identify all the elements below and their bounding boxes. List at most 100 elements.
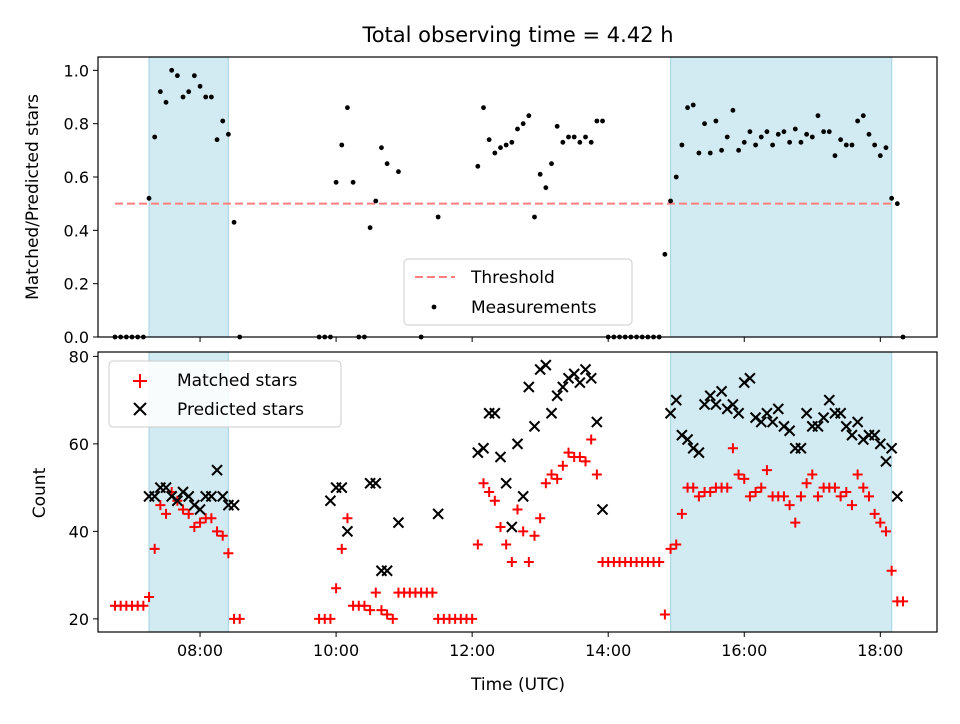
- predicted-star-point: [194, 503, 206, 516]
- predicted-star-point: [681, 433, 694, 446]
- matched-star-point: [756, 482, 767, 493]
- y-tick-label: 0.6: [64, 168, 89, 187]
- measurement-point: [877, 153, 883, 159]
- matched-star-point: [727, 443, 738, 454]
- matched-star-point: [161, 508, 172, 519]
- matched-star-point: [342, 513, 353, 524]
- measurement-point: [152, 134, 158, 140]
- measurement-point: [197, 83, 203, 89]
- matched-legend-label: Matched stars: [177, 371, 297, 391]
- matched-star-point: [659, 609, 670, 620]
- predicted-star-point: [880, 455, 892, 468]
- measurement-point: [214, 137, 220, 143]
- bottom-ylabel: Count: [30, 467, 50, 518]
- measurement-point: [537, 171, 543, 177]
- measurement-point: [225, 131, 231, 137]
- predicted-star-point: [432, 508, 444, 520]
- matched-star-point: [750, 487, 761, 497]
- y-tick-label: 20: [69, 610, 89, 629]
- matched-star-point: [880, 526, 891, 537]
- matched-star-point: [875, 517, 886, 528]
- predicted-star-point: [160, 481, 172, 494]
- predicted-star-point: [171, 495, 184, 507]
- matched-star-point: [546, 469, 557, 480]
- measurement-point: [600, 118, 605, 124]
- matched-star-point: [841, 487, 852, 497]
- predicted-star-point: [477, 442, 490, 454]
- measurement-point: [809, 134, 815, 140]
- x-tick-label: 08:00: [177, 641, 223, 660]
- measurement-point: [384, 161, 390, 167]
- bottom-legend-box: [108, 360, 342, 428]
- measurement-point: [492, 150, 498, 156]
- predicted-star-point: [211, 464, 223, 476]
- predicted-star-point: [336, 481, 348, 494]
- top-panel: 0.0 0.2 0.4 0.6 0.8 1.0 Matched/Predicted sta…: [23, 56, 938, 347]
- measurement-point: [571, 134, 577, 140]
- matched-star-point: [761, 465, 772, 476]
- measurement-point: [826, 129, 832, 135]
- measurement-point: [486, 137, 492, 143]
- matched-star-point: [654, 557, 665, 567]
- measurement-point: [373, 198, 379, 204]
- matched-star-point: [512, 504, 523, 515]
- matched-star-point: [778, 491, 789, 502]
- measurement-point: [753, 142, 758, 148]
- predicted-star-point: [698, 398, 711, 411]
- measurement-point: [764, 129, 770, 135]
- predicted-star-point: [851, 416, 864, 428]
- matched-star-point: [382, 609, 393, 620]
- top-ylabel: Matched/Predicted stars: [23, 94, 43, 300]
- measurement-point: [146, 195, 152, 201]
- matched-star-point: [234, 613, 245, 624]
- matched-star-point: [858, 482, 869, 493]
- measurement-point: [673, 174, 679, 180]
- top-legend-box: [403, 258, 633, 326]
- matched-star-point: [591, 469, 602, 480]
- x-tick-label: 12:00: [449, 641, 495, 660]
- matched-star-point: [790, 517, 801, 528]
- predicted-star-point: [693, 446, 705, 459]
- predicted-star-point: [840, 420, 853, 433]
- measurement-point: [662, 251, 668, 257]
- matched-star-point: [189, 522, 200, 532]
- x-tick-label: 18:00: [857, 641, 903, 660]
- measurement-point: [690, 102, 696, 108]
- predicted-star-point: [891, 490, 904, 503]
- matched-star-point: [886, 565, 897, 576]
- measurement-point: [821, 129, 827, 135]
- predicted-star-point: [834, 407, 847, 419]
- predicted-legend-swatch: [133, 402, 147, 416]
- top-y-ticks: 0.0 0.2 0.4 0.6 0.8 1.0: [64, 61, 98, 347]
- matched-star-point: [518, 526, 529, 537]
- measurement-point: [526, 113, 532, 119]
- measurement-point: [191, 73, 197, 79]
- y-tick-label: 1.0: [64, 61, 89, 80]
- predicted-star-point: [540, 359, 552, 371]
- measurement-point: [186, 89, 192, 95]
- bottom-y-ticks: 20 40 60 80: [69, 347, 98, 629]
- predicted-star-point: [324, 495, 337, 507]
- predicted-star-point: [528, 420, 541, 433]
- measurement-point: [889, 195, 895, 201]
- matched-star-point: [523, 557, 534, 567]
- matched-star-point: [149, 543, 160, 554]
- matched-star-point: [183, 508, 194, 519]
- measurement-point: [367, 225, 373, 231]
- measurement-point: [775, 131, 781, 137]
- measurement-point: [832, 153, 838, 159]
- matched-star-point: [472, 539, 483, 550]
- measurement-point: [577, 139, 583, 145]
- matched-star-point: [812, 491, 823, 502]
- predicted-star-point: [755, 416, 767, 428]
- measurement-point: [736, 147, 741, 153]
- predicted-star-point: [517, 490, 529, 503]
- measurement-point: [543, 185, 549, 191]
- matched-star-point: [331, 583, 342, 594]
- predicted-star-point: [217, 490, 229, 503]
- matched-star-point: [671, 539, 682, 550]
- predicted-star-point: [148, 490, 161, 503]
- predicted-star-point: [591, 416, 603, 428]
- predicted-star-point: [489, 407, 501, 419]
